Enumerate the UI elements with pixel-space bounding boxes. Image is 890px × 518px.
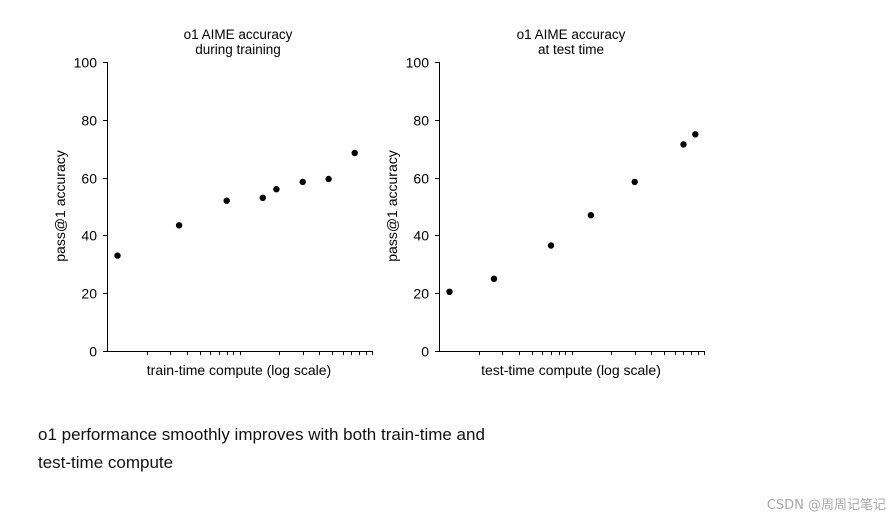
- data-point: [692, 131, 699, 138]
- chart-title-line: during training: [195, 42, 281, 57]
- chart-title-line: o1 AIME accuracy: [517, 27, 626, 42]
- y-tick-label: 100: [406, 55, 430, 71]
- data-point: [547, 242, 555, 249]
- data-point: [490, 275, 498, 282]
- y-axis-label: pass@1 accuracy: [52, 150, 68, 261]
- chart-title-line: o1 AIME accuracy: [184, 27, 293, 42]
- x-axis-label: train-time compute (log scale): [147, 362, 331, 378]
- data-point: [587, 212, 595, 219]
- caption-line-2: test-time compute: [38, 453, 174, 472]
- y-tick-label: 100: [74, 55, 98, 71]
- caption-line-1: o1 performance smoothly improves with bo…: [38, 425, 485, 444]
- y-tick-label: 40: [81, 228, 97, 244]
- y-tick-label: 80: [81, 113, 97, 129]
- y-tick-label: 40: [413, 228, 429, 244]
- y-tick-label: 0: [89, 344, 97, 360]
- caption: o1 performance smoothly improves with bo…: [38, 421, 558, 477]
- chart-title-line: at test time: [538, 42, 604, 57]
- y-tick-label: 60: [81, 171, 97, 187]
- data-point: [259, 194, 266, 201]
- y-axis-label: pass@1 accuracy: [384, 150, 400, 261]
- y-tick-label: 20: [81, 286, 97, 302]
- y-tick-label: 0: [421, 344, 429, 360]
- data-point: [273, 186, 280, 193]
- data-point: [446, 288, 453, 295]
- data-point: [351, 149, 358, 157]
- data-point: [325, 175, 332, 183]
- data-point: [114, 252, 121, 259]
- y-tick-label: 60: [413, 171, 429, 187]
- data-point: [631, 178, 638, 186]
- watermark: CSDN @周周记笔记: [766, 498, 886, 513]
- x-axis-label: test-time compute (log scale): [481, 362, 661, 378]
- data-point: [299, 178, 306, 186]
- y-tick-label: 80: [413, 113, 429, 129]
- data-point: [175, 222, 183, 229]
- data-point: [680, 141, 687, 148]
- y-tick-label: 20: [413, 286, 429, 302]
- data-point: [223, 197, 230, 204]
